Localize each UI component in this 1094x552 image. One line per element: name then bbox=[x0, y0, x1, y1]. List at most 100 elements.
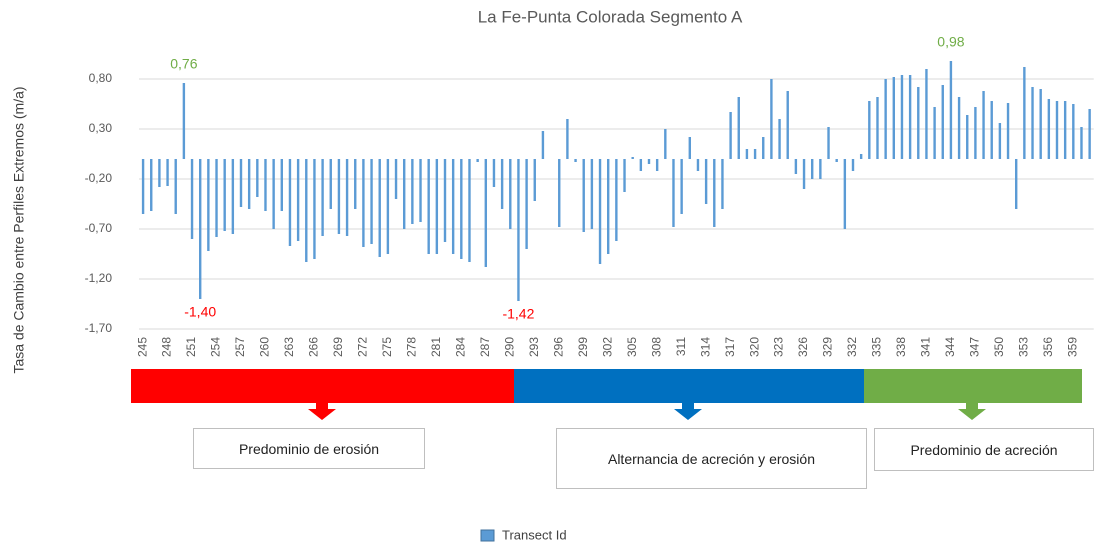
bar bbox=[615, 159, 618, 241]
x-tick-label: 275 bbox=[380, 337, 394, 357]
x-tick-label: 260 bbox=[258, 337, 272, 357]
bar bbox=[256, 159, 259, 197]
x-tick-label: 305 bbox=[625, 337, 639, 357]
x-tick-label: 344 bbox=[943, 337, 957, 357]
bar bbox=[517, 159, 520, 301]
bar bbox=[305, 159, 308, 262]
x-tick-label: 266 bbox=[307, 337, 321, 357]
bar bbox=[819, 159, 822, 179]
bar bbox=[941, 85, 944, 159]
bar bbox=[492, 159, 496, 187]
y-tick-label: -1,20 bbox=[85, 271, 113, 285]
x-tick-label: 281 bbox=[429, 337, 443, 357]
bar bbox=[558, 159, 561, 227]
y-tick-label: -0,70 bbox=[85, 221, 113, 235]
bar bbox=[476, 159, 479, 162]
bar bbox=[321, 159, 324, 236]
arrow bbox=[674, 403, 702, 420]
bar bbox=[990, 101, 993, 159]
arrow bbox=[958, 403, 986, 420]
bar bbox=[411, 159, 414, 224]
bar bbox=[982, 91, 985, 159]
bar bbox=[590, 159, 594, 229]
bar bbox=[762, 137, 765, 159]
bar bbox=[607, 159, 610, 254]
bar bbox=[672, 159, 675, 227]
bar bbox=[664, 129, 667, 159]
bar bbox=[215, 159, 218, 237]
bar bbox=[288, 159, 292, 246]
bar bbox=[598, 159, 602, 264]
x-tick-label: 323 bbox=[772, 337, 786, 357]
bar bbox=[949, 61, 953, 159]
x-tick-label: 308 bbox=[649, 337, 663, 357]
bar bbox=[582, 159, 585, 232]
x-tick-label: 332 bbox=[845, 337, 859, 357]
bar bbox=[264, 159, 267, 211]
bar bbox=[403, 159, 406, 229]
x-tick-label: 257 bbox=[233, 337, 247, 357]
bar bbox=[460, 159, 463, 259]
data-label: 0,98 bbox=[937, 34, 964, 50]
x-tick-label: 317 bbox=[723, 337, 737, 357]
bar bbox=[525, 159, 528, 249]
x-tick-label: 272 bbox=[356, 337, 370, 357]
x-tick-label: 269 bbox=[331, 337, 345, 357]
bar bbox=[696, 159, 700, 171]
x-tick-label: 284 bbox=[453, 337, 467, 357]
arrow bbox=[308, 403, 336, 420]
bar bbox=[174, 159, 177, 214]
bar bbox=[427, 159, 430, 254]
bar bbox=[900, 75, 904, 159]
bar bbox=[247, 159, 251, 209]
bar bbox=[729, 112, 732, 159]
bar bbox=[150, 159, 153, 211]
bar bbox=[158, 159, 161, 187]
x-tick-label: 353 bbox=[1017, 337, 1031, 357]
x-tick-label: 263 bbox=[282, 337, 296, 357]
bar bbox=[778, 119, 781, 159]
data-label: -1,42 bbox=[502, 306, 534, 322]
bar bbox=[296, 159, 300, 241]
x-tick-label: 290 bbox=[502, 337, 516, 357]
bar bbox=[1015, 159, 1018, 209]
bar bbox=[1055, 101, 1059, 159]
bar bbox=[566, 119, 569, 159]
bar bbox=[680, 159, 683, 214]
x-tick-label: 326 bbox=[796, 337, 810, 357]
bar bbox=[713, 159, 716, 227]
data-label: -1,40 bbox=[184, 304, 216, 320]
y-axis-label: Tasa de Cambio entre Perfiles Extremos (… bbox=[11, 86, 27, 373]
bar bbox=[345, 159, 349, 236]
bar bbox=[239, 159, 243, 207]
bar bbox=[884, 79, 887, 159]
bar bbox=[639, 159, 643, 171]
bar bbox=[500, 159, 504, 209]
bar bbox=[484, 159, 487, 267]
annotation: Predominio de erosión bbox=[193, 428, 425, 469]
bar bbox=[851, 159, 855, 171]
y-tick-label: 0,30 bbox=[89, 121, 113, 135]
x-tick-label: 338 bbox=[894, 337, 908, 357]
x-tick-label: 287 bbox=[478, 337, 492, 357]
bar bbox=[533, 159, 536, 201]
x-tick-label: 320 bbox=[747, 337, 761, 357]
legend-swatch bbox=[480, 529, 495, 542]
annotation: Alternancia de acreción y erosión bbox=[556, 428, 867, 489]
bar bbox=[917, 87, 920, 159]
bar bbox=[859, 154, 863, 159]
x-tick-label: 245 bbox=[135, 337, 149, 357]
bar bbox=[745, 149, 749, 159]
x-tick-label: 254 bbox=[209, 337, 223, 357]
x-tick-label: 311 bbox=[674, 337, 688, 356]
bar bbox=[835, 159, 838, 162]
bar bbox=[623, 159, 626, 192]
bar bbox=[468, 159, 471, 262]
bar bbox=[794, 159, 798, 174]
y-tick-label: -0,20 bbox=[85, 171, 113, 185]
x-tick-label: 329 bbox=[821, 337, 835, 357]
bar bbox=[974, 107, 977, 159]
bar bbox=[272, 159, 275, 229]
